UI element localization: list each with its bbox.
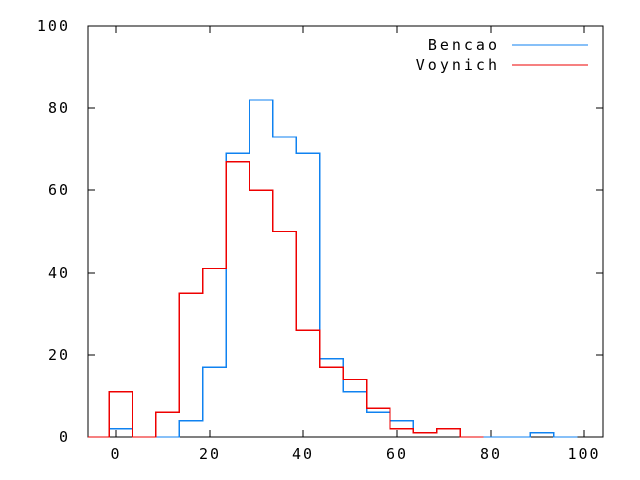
x-tick-label: 40 <box>292 445 314 463</box>
x-tick-label: 60 <box>386 445 408 463</box>
legend-label-voynich: Voynich <box>416 56 500 74</box>
y-tick-label: 20 <box>48 346 70 364</box>
x-tick-label: 100 <box>567 445 600 463</box>
y-tick-label: 60 <box>48 181 70 199</box>
x-tick-label: 80 <box>480 445 502 463</box>
x-tick-label: 0 <box>110 445 121 463</box>
legend-label-bencao: Bencao <box>428 36 500 54</box>
series-line-bencao <box>88 99 578 438</box>
y-tick-label: 80 <box>48 99 70 117</box>
series-line-voynich <box>88 160 484 438</box>
y-tick-label: 0 <box>59 428 70 446</box>
y-tick-label: 40 <box>48 264 70 282</box>
y-tick-label: 100 <box>37 17 70 35</box>
plot-border <box>87 25 604 438</box>
x-tick-label: 20 <box>199 445 221 463</box>
